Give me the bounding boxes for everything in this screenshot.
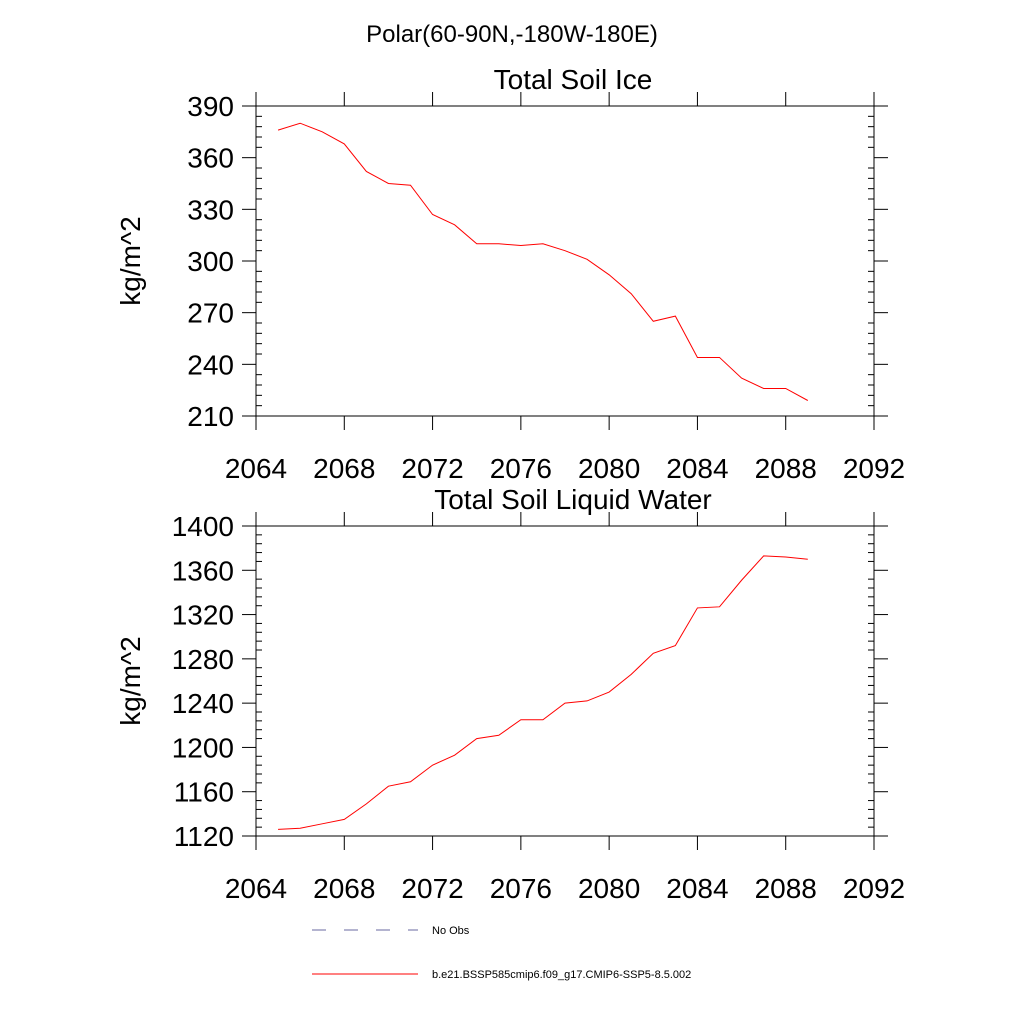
y-tick-label: 360 bbox=[187, 143, 234, 174]
y-tick-label: 1400 bbox=[172, 511, 234, 542]
x-tick-label: 2064 bbox=[225, 873, 287, 904]
y-tick-label: 300 bbox=[187, 246, 234, 277]
x-tick-label: 2088 bbox=[755, 873, 817, 904]
x-tick-label: 2068 bbox=[313, 873, 375, 904]
y-tick-label: 270 bbox=[187, 298, 234, 329]
x-tick-label: 2064 bbox=[225, 453, 287, 484]
y-axis-label: kg/m^2 bbox=[115, 216, 146, 305]
panel-total-soil-ice: Total Soil Ice kg/m^2 2064 2068 2072 2076 2080… bbox=[115, 64, 905, 484]
x-tick-label: 2084 bbox=[666, 453, 728, 484]
y-tick-label: 1240 bbox=[172, 688, 234, 719]
x-tick-label: 2080 bbox=[578, 453, 640, 484]
panel-total-soil-liquid-water: Total Soil Liquid Water kg/m^2 2064 2068 207… bbox=[115, 484, 905, 904]
x-tick-label: 2080 bbox=[578, 873, 640, 904]
x-tick-label: 2072 bbox=[401, 453, 463, 484]
y-tick-label: 1160 bbox=[174, 777, 234, 808]
legend: No Obs b.e21.BSSP585cmip6.f09_g17.CMIP6-… bbox=[312, 925, 691, 981]
figure-suptitle: Polar(60-90N,-180W-180E) bbox=[366, 21, 658, 48]
legend-label-no-obs: No Obs bbox=[432, 925, 470, 937]
x-tick-label: 2068 bbox=[313, 453, 375, 484]
y-tick-label: 390 bbox=[187, 91, 234, 122]
y-tick-label: 1120 bbox=[174, 821, 234, 852]
x-tick-label: 2072 bbox=[401, 873, 463, 904]
y-tick-label: 210 bbox=[187, 401, 234, 432]
x-tick-label: 2092 bbox=[843, 453, 905, 484]
y-tick-label: 240 bbox=[187, 349, 234, 380]
x-tick-label: 2076 bbox=[490, 453, 552, 484]
x-tick-label: 2092 bbox=[843, 873, 905, 904]
y-tick-label: 1320 bbox=[172, 600, 234, 631]
series-line bbox=[277, 122, 809, 401]
plot-frame bbox=[255, 105, 875, 417]
y-tick-label: 1200 bbox=[172, 732, 234, 763]
x-tick-label: 2084 bbox=[666, 873, 728, 904]
y-tick-label: 1360 bbox=[172, 555, 234, 586]
y-axis-label: kg/m^2 bbox=[115, 636, 146, 725]
plot-frame bbox=[255, 525, 875, 837]
chart-title: Total Soil Liquid Water bbox=[434, 484, 712, 515]
y-tick-label: 1280 bbox=[172, 644, 234, 675]
legend-label-model: b.e21.BSSP585cmip6.f09_g17.CMIP6-SSP5-8.… bbox=[432, 969, 691, 981]
y-tick-label: 330 bbox=[187, 194, 234, 225]
x-tick-label: 2088 bbox=[755, 453, 817, 484]
series-line bbox=[278, 555, 808, 830]
chart-title: Total Soil Ice bbox=[494, 64, 653, 95]
x-tick-label: 2076 bbox=[490, 873, 552, 904]
